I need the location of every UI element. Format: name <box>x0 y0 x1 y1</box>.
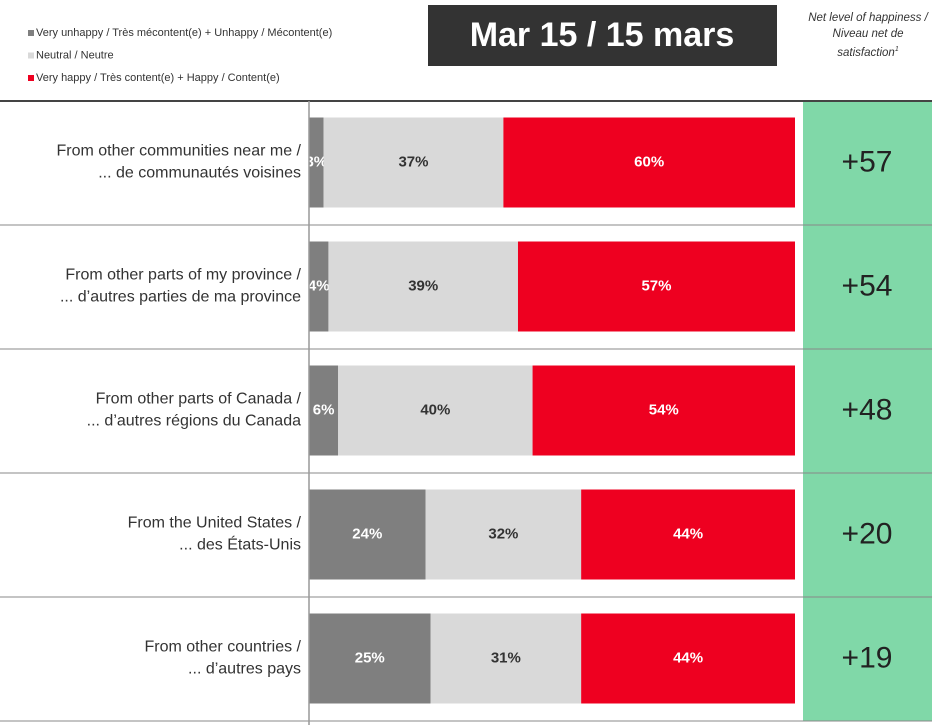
category-label: From other communities near me / <box>56 143 301 160</box>
legend-swatch <box>28 30 34 36</box>
data-label: 44% <box>673 649 703 666</box>
data-label: 4% <box>308 277 330 294</box>
bar-segment <box>309 489 426 580</box>
bar-segment <box>309 613 431 704</box>
data-label: 32% <box>488 525 518 542</box>
category-label: ... de communautés voisines <box>98 165 301 182</box>
data-label: 25% <box>355 649 385 666</box>
data-label: 39% <box>408 277 438 294</box>
data-label: 44% <box>673 525 703 542</box>
bar-segment <box>581 489 795 580</box>
category-label: ... des États-Unis <box>179 535 301 554</box>
data-label: 3% <box>305 153 327 170</box>
bar-segment <box>309 241 329 332</box>
bar-segment <box>503 117 795 208</box>
data-label: 31% <box>491 649 521 666</box>
net-value: +54 <box>842 269 893 302</box>
legend-label: Very unhappy / Très mécontent(e) + Unhap… <box>36 27 332 39</box>
legend-label: Neutral / Neutre <box>36 49 114 61</box>
data-label: 40% <box>420 401 450 418</box>
bar-segment <box>581 613 795 704</box>
bar-segment <box>328 241 518 332</box>
bar-segment <box>532 365 795 456</box>
legend-swatch <box>28 75 34 81</box>
category-label: ... d’autres parties de ma province <box>60 289 301 306</box>
data-label: 60% <box>634 153 664 170</box>
bar-segment <box>425 489 582 580</box>
category-label: From the United States / <box>128 515 302 532</box>
title-box <box>428 5 777 66</box>
category-label: From other parts of my province / <box>65 267 301 284</box>
net-value: +57 <box>842 145 893 178</box>
bar-segment <box>338 365 533 456</box>
data-label: 6% <box>313 401 335 418</box>
data-label: 54% <box>649 401 679 418</box>
bar-segment <box>323 117 504 208</box>
data-label: 24% <box>352 525 382 542</box>
bar-segment <box>430 613 582 704</box>
data-label: 57% <box>641 277 671 294</box>
net-value: +48 <box>842 393 893 426</box>
legend-label: Very happy / Très content(e) + Happy / C… <box>36 72 280 84</box>
net-column <box>803 101 932 721</box>
data-label: 37% <box>398 153 428 170</box>
category-label: ... d’autres pays <box>188 661 301 678</box>
category-label: ... d’autres régions du Canada <box>87 413 301 430</box>
chart-title: Mar 15 / 15 mars <box>470 16 735 54</box>
footnote: 1 <box>894 46 899 53</box>
bar-segment <box>309 365 339 456</box>
net-value: +20 <box>842 517 893 550</box>
bar-segment <box>517 241 795 332</box>
legend-swatch <box>28 52 34 59</box>
net-title: Net level of happiness / Niveau net de s… <box>808 12 928 59</box>
category-label: From other countries / <box>145 639 302 656</box>
net-value: +19 <box>842 641 893 674</box>
bar-segment <box>309 117 324 208</box>
net-header: Net level of happiness / Niveau net de s… <box>806 10 930 61</box>
category-label: From other parts of Canada / <box>96 391 302 408</box>
